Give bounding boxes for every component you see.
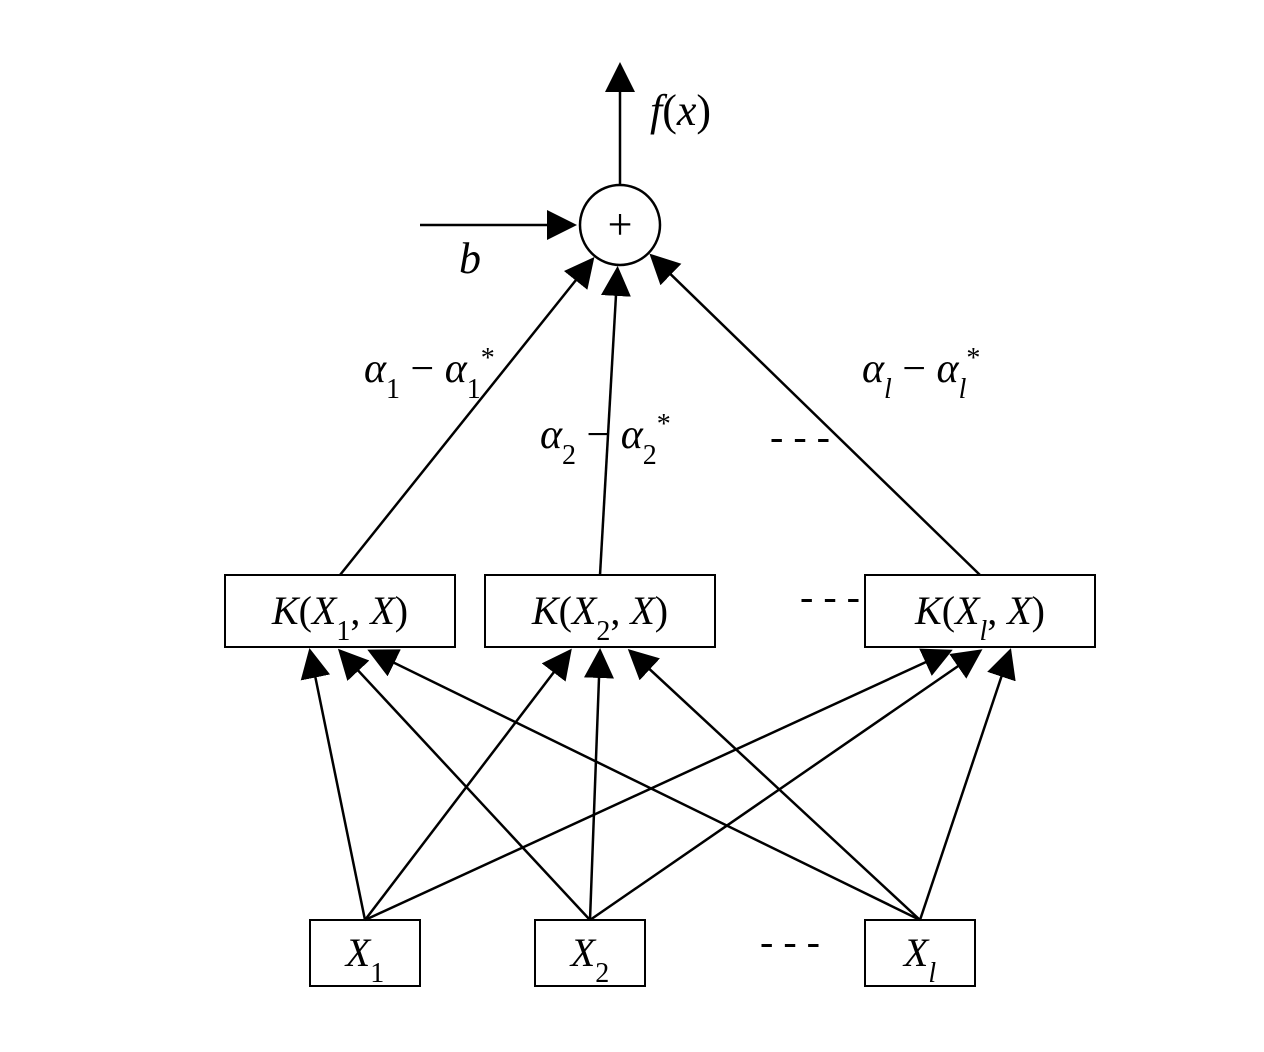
svg-text:b: b <box>459 234 481 283</box>
svg-text:f(x): f(x) <box>650 86 711 135</box>
svg-text:- - -: - - - <box>800 574 860 619</box>
svg-text:+: + <box>608 200 633 249</box>
svg-text:αl − αl*: αl − αl* <box>862 343 980 405</box>
svg-text:α1 − α1*: α1 − α1* <box>364 343 495 405</box>
svr-architecture-diagram: +f(x)bK(X1, X)K(X2, X)K(Xl, X)α1 − α1*α2… <box>0 0 1264 1052</box>
svg-text:- - -: - - - <box>760 919 820 964</box>
svg-text:- - -: - - - <box>770 414 830 459</box>
